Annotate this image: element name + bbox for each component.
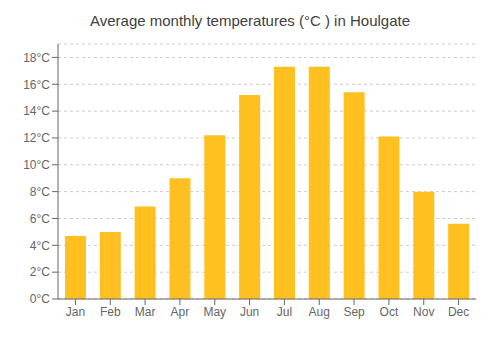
svg-text:May: May [203, 305, 226, 319]
svg-text:Feb: Feb [100, 305, 121, 319]
svg-text:6°C: 6°C [30, 212, 50, 226]
svg-text:4°C: 4°C [30, 239, 50, 253]
svg-text:Jun: Jun [240, 305, 259, 319]
svg-text:Jan: Jan [66, 305, 85, 319]
svg-text:8°C: 8°C [30, 185, 50, 199]
svg-text:18°C: 18°C [23, 51, 50, 65]
svg-text:Sep: Sep [343, 305, 365, 319]
svg-text:12°C: 12°C [23, 131, 50, 145]
svg-text:Oct: Oct [380, 305, 399, 319]
html-text:Average monthly temperatures (: Average monthly temperatures (°C ) in Ho… [90, 12, 410, 29]
svg-text:Nov: Nov [413, 305, 434, 319]
svg-text:Apr: Apr [171, 305, 190, 319]
svg-text:14°C: 14°C [23, 104, 50, 118]
svg-text:Mar: Mar [135, 305, 156, 319]
svg-text:2°C: 2°C [30, 265, 50, 279]
svg-text:0°C: 0°C [30, 292, 50, 306]
svg-text:Jul: Jul [277, 305, 292, 319]
svg-text:16°C: 16°C [23, 78, 50, 92]
svg-text:Aug: Aug [309, 305, 330, 319]
svg-text:10°C: 10°C [23, 158, 50, 172]
svg-text:Dec: Dec [448, 305, 469, 319]
